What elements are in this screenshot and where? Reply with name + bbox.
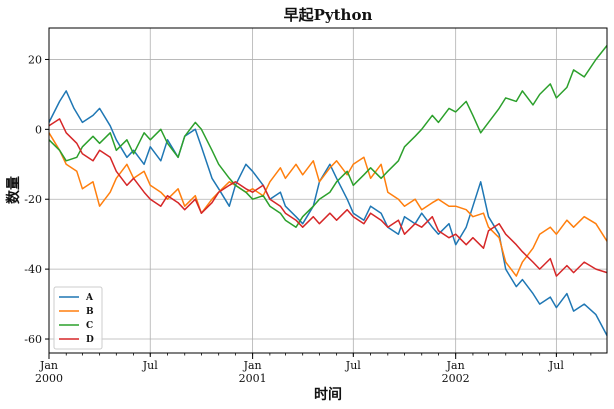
y-tick-label: -60 [24,333,42,346]
chart-title: 早起Python [284,6,373,24]
legend-label-d: D [86,335,94,345]
series-line-b [48,132,608,277]
x-tick-year-label: 2000 [35,372,63,385]
x-tick-year-label: 2001 [239,372,267,385]
x-tick-label: Jan [39,359,58,372]
legend-label-b: B [86,307,94,317]
y-tick-label: -40 [24,263,42,276]
grid-lines [48,28,607,353]
series-line-a [48,90,608,336]
x-tick-year-label: 2002 [442,372,470,385]
x-tick-label: Jan [446,359,465,372]
x-tick-label: Jan [243,359,262,372]
series-lines [48,45,608,336]
plot-area-frame [48,27,608,354]
y-tick-label: 0 [35,123,42,136]
y-tick-label: -20 [24,193,42,206]
x-tick-label: Jul [345,359,361,372]
series-line-c [48,45,608,228]
y-axis-title: 数量 [5,176,22,204]
y-axis: 20 0 -20 -40 -60 [24,53,49,346]
y-tick-label: 20 [28,53,42,66]
x-tick-label: Jul [142,359,158,372]
x-tick-label: Jul [548,359,564,372]
legend-box [53,286,103,350]
legend-label-c: C [86,321,93,331]
x-axis-title: 时间 [314,386,342,403]
legend-label-a: A [85,293,94,303]
series-line-d [48,118,608,277]
